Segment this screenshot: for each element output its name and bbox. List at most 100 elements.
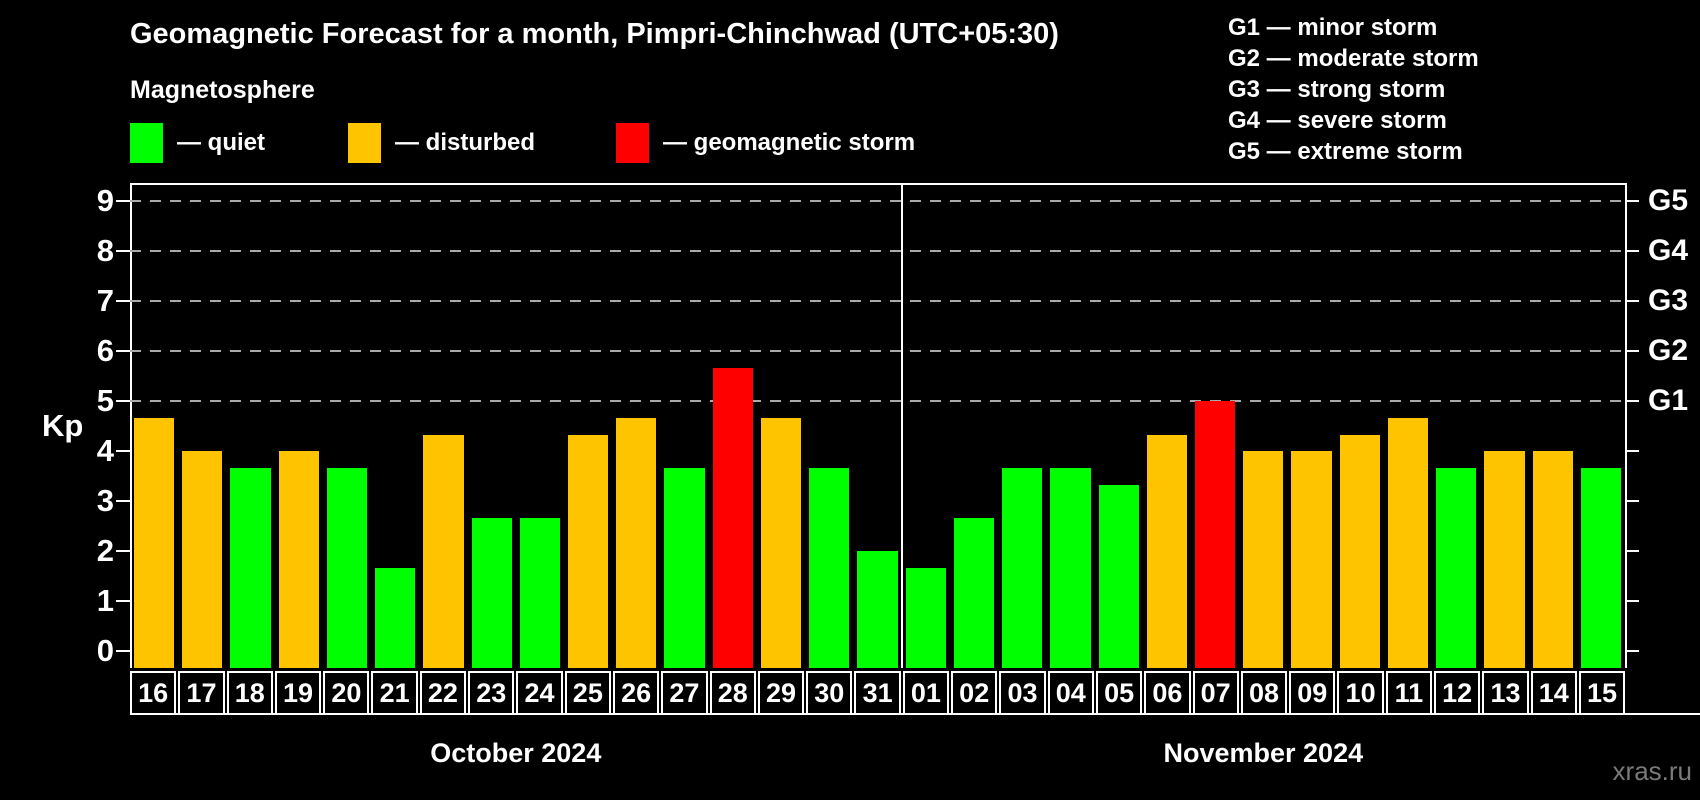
y-tick xyxy=(116,200,130,202)
y-tick xyxy=(116,400,130,402)
day-label-cell: 02 xyxy=(951,671,998,715)
y-tick-label: 2 xyxy=(96,533,114,568)
kp-bar xyxy=(1002,467,1043,668)
day-label-cell: 01 xyxy=(902,671,950,715)
right-tick xyxy=(1625,400,1639,402)
plot-area xyxy=(130,183,1625,668)
y-tick-label: 8 xyxy=(96,233,114,268)
day-label-cell: 14 xyxy=(1530,671,1577,715)
y-tick-label: 5 xyxy=(96,383,114,418)
kp-gridline xyxy=(130,250,1625,252)
g-level-label: G2 xyxy=(1648,334,1689,367)
right-axis-line xyxy=(1625,183,1627,668)
month-label: October 2024 xyxy=(430,738,602,768)
g-level-label: G4 xyxy=(1648,234,1689,267)
g-scale-legend-line: G3 — strong storm xyxy=(1228,76,1446,103)
legend-item-storm: — geomagnetic storm xyxy=(616,123,915,163)
day-label-cell: 22 xyxy=(419,671,467,715)
legend-label-disturbed: — disturbed xyxy=(395,129,536,156)
right-tick xyxy=(1625,200,1639,202)
page-title: Geomagnetic Forecast for a month, Pimpri… xyxy=(130,18,1059,50)
day-label-cell: 30 xyxy=(806,671,853,715)
day-label-cell: 23 xyxy=(468,671,515,715)
y-tick xyxy=(116,600,130,602)
y-tick xyxy=(116,250,130,252)
kp-bar xyxy=(1050,467,1091,668)
kp-bar xyxy=(230,467,271,668)
kp-gridline xyxy=(130,350,1625,352)
right-tick xyxy=(1625,250,1639,252)
day-label-cell: 05 xyxy=(1095,671,1143,715)
g-scale-legend-line: G4 — severe storm xyxy=(1228,107,1447,134)
legend-item-quiet: — quiet xyxy=(130,123,265,163)
kp-bar xyxy=(760,417,802,668)
quiet-color-swatch xyxy=(130,123,163,163)
kp-bar xyxy=(1146,434,1187,668)
kp-bar xyxy=(1243,451,1284,668)
right-tick xyxy=(1625,450,1639,452)
right-tick xyxy=(1625,500,1639,502)
y-tick-label: 3 xyxy=(96,483,114,518)
kp-bar xyxy=(423,434,464,668)
watermark: xras.ru xyxy=(1612,756,1692,786)
kp-bar xyxy=(1194,401,1236,668)
kp-bar xyxy=(1291,451,1332,668)
day-label-cell: 29 xyxy=(757,671,805,715)
g-scale-legend: G1 — minor storm G2 — moderate storm G3 — … xyxy=(1228,12,1479,167)
disturbed-color-swatch xyxy=(348,123,381,163)
g-level-label: G5 xyxy=(1648,184,1689,217)
day-label-cell: 16 xyxy=(130,671,177,715)
legend-label-quiet: — quiet xyxy=(177,129,265,156)
day-label-cell: 18 xyxy=(226,671,273,715)
kp-bar xyxy=(1580,467,1621,668)
day-label-cell: 20 xyxy=(323,671,370,715)
kp-bar xyxy=(1339,434,1380,668)
month-label: November 2024 xyxy=(1163,738,1364,768)
day-label-cell: 10 xyxy=(1337,671,1384,715)
day-label-cell: 17 xyxy=(178,671,225,715)
right-tick xyxy=(1625,350,1639,352)
right-tick xyxy=(1625,300,1639,302)
y-tick xyxy=(116,550,130,552)
kp-bar xyxy=(1532,451,1573,668)
day-label-cell: 12 xyxy=(1434,671,1481,715)
y-tick-label: 4 xyxy=(96,433,114,468)
g-level-label: G1 xyxy=(1648,384,1689,417)
day-label-cell: 31 xyxy=(854,671,901,715)
day-label-cell: 08 xyxy=(1240,671,1288,715)
kp-bar xyxy=(1098,484,1139,668)
y-tick-label: 9 xyxy=(96,183,114,218)
day-label-cell: 25 xyxy=(564,671,611,715)
y-axis-line xyxy=(130,183,132,668)
day-label-cell: 09 xyxy=(1289,671,1336,715)
kp-bar xyxy=(568,434,609,668)
day-label-cell: 04 xyxy=(1047,671,1094,715)
strip-baseline xyxy=(130,713,1700,715)
kp-bar xyxy=(664,467,705,668)
kp-bar xyxy=(712,367,753,668)
right-tick xyxy=(1625,550,1639,552)
right-tick xyxy=(1625,650,1639,652)
day-label-cell: 07 xyxy=(1192,671,1239,715)
day-label-cell: 24 xyxy=(516,671,563,715)
day-label-cell: 15 xyxy=(1578,671,1626,715)
storm-color-swatch xyxy=(616,123,649,163)
kp-bar xyxy=(519,517,561,668)
day-label-cell: 21 xyxy=(371,671,418,715)
kp-gridline xyxy=(130,300,1625,302)
y-tick xyxy=(116,300,130,302)
kp-bar xyxy=(616,417,657,668)
kp-bar xyxy=(326,467,368,668)
right-tick xyxy=(1625,600,1639,602)
day-label-cell: 03 xyxy=(999,671,1046,715)
day-label-cell: 13 xyxy=(1482,671,1529,715)
day-label-cell: 19 xyxy=(274,671,322,715)
kp-bar xyxy=(182,451,223,668)
y-tick-label: 0 xyxy=(96,633,114,668)
day-label-cell: 06 xyxy=(1144,671,1191,715)
g-scale-legend-line: G1 — minor storm xyxy=(1228,14,1438,41)
day-label-cell: 27 xyxy=(661,671,708,715)
month-divider-line xyxy=(900,183,903,668)
g-scale-legend-line: G5 — extreme storm xyxy=(1228,138,1463,165)
